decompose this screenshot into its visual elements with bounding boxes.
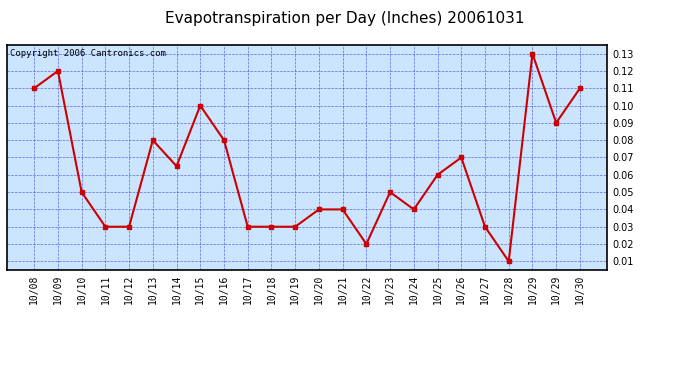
Text: Copyright 2006 Cantronics.com: Copyright 2006 Cantronics.com xyxy=(10,50,166,58)
Text: Evapotranspiration per Day (Inches) 20061031: Evapotranspiration per Day (Inches) 2006… xyxy=(165,11,525,26)
